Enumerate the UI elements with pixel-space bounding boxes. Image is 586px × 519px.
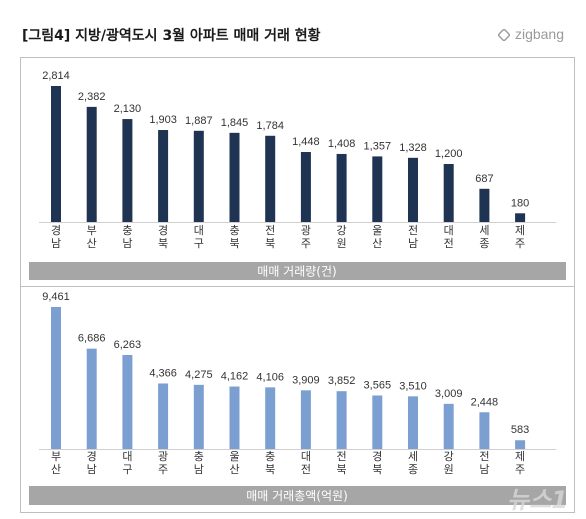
volume-bar-4 [193, 130, 204, 222]
amount-value-label-10: 3,510 [399, 380, 427, 392]
amount-bar-6 [265, 387, 276, 449]
amount-value-label-4: 4,275 [185, 369, 213, 381]
volume-bar-7 [300, 152, 311, 222]
amount-bar-8 [336, 391, 347, 449]
amount-value-label-9: 3,565 [364, 379, 392, 391]
amount-value-label-8: 3,852 [328, 375, 356, 387]
amount-value-label-1: 6,686 [78, 333, 106, 345]
volume-value-label-5: 1,845 [221, 117, 249, 129]
amount-axis-label-band [29, 486, 566, 505]
amount-value-label-5: 4,162 [221, 371, 249, 383]
volume-bar-3 [158, 130, 169, 222]
amount-value-label-11: 3,009 [435, 388, 463, 400]
amount-bar-9 [372, 395, 383, 449]
amount-bar-1 [86, 348, 97, 449]
volume-bar-0 [51, 86, 61, 222]
volume-bar-2 [122, 119, 133, 222]
volume-value-label-7: 1,448 [292, 136, 320, 148]
volume-bar-6 [265, 135, 276, 222]
volume-value-label-4: 1,887 [185, 115, 213, 127]
zigbang-logo-icon [497, 28, 511, 43]
news1-watermark: 뉴스1 [507, 486, 568, 514]
volume-value-label-3: 1,903 [149, 114, 177, 126]
volume-value-label-11: 1,200 [435, 148, 463, 160]
amount-value-label-3: 4,366 [149, 367, 177, 379]
amount-bar-7 [300, 390, 311, 449]
volume-bar-13 [515, 213, 526, 222]
volume-bar-1 [86, 106, 97, 222]
amount-value-label-12: 2,448 [471, 396, 499, 408]
amount-value-label-2: 6,263 [114, 339, 142, 351]
transaction-volume-panel: 2,814 경 남 2,382 부 산 2,130 충 남 1,903 경 북 1,887 대 구 1,845… [20, 57, 575, 287]
amount-value-label-6: 4,106 [256, 371, 284, 383]
volume-value-label-9: 1,357 [364, 140, 392, 152]
volume-value-label-6: 1,784 [256, 120, 284, 132]
amount-bar-2 [122, 354, 133, 449]
amount-value-label-13: 583 [511, 424, 529, 436]
volume-bar-5 [229, 132, 240, 222]
chart-title: [그림4] 지방/광역도시 3월 아파트 매매 거래 현황 [22, 28, 321, 44]
amount-bar-10 [408, 396, 418, 449]
volume-value-label-13: 180 [511, 197, 529, 209]
amount-bar-5 [229, 386, 240, 449]
amount-bar-12 [479, 412, 490, 449]
volume-value-label-0: 2,814 [42, 70, 70, 82]
amount-bar-3 [158, 383, 169, 449]
amount-axis-label: 매매 거래총액(억원) [246, 489, 348, 503]
volume-bar-11 [443, 164, 454, 222]
amount-bar-4 [193, 384, 204, 449]
volume-bar-10 [408, 157, 418, 222]
volume-axis-label-band [29, 262, 566, 280]
amount-value-label-7: 3,909 [292, 374, 320, 386]
amount-bar-13 [515, 440, 526, 449]
volume-value-label-2: 2,130 [114, 103, 142, 115]
volume-bar-9 [372, 156, 383, 222]
zigbang-logo: zigbang [497, 26, 564, 43]
volume-value-label-8: 1,408 [328, 138, 356, 150]
transaction-amount-chart: 9,461 부 산 6,686 경 남 6,263 대 구 4,366 광 주 4,275 충 남 4,162… [29, 291, 566, 505]
volume-bar-12 [479, 188, 490, 222]
logo-text: zigbang [514, 26, 564, 42]
amount-value-label-0: 9,461 [42, 291, 70, 303]
volume-value-label-10: 1,328 [399, 142, 427, 154]
transaction-amount-panel: 9,461 부 산 6,686 경 남 6,263 대 구 4,366 광 주 4,275 충 남 4,162… [20, 286, 575, 513]
amount-bar-0 [51, 307, 61, 449]
volume-bar-8 [336, 153, 347, 222]
transaction-volume-chart: 2,814 경 남 2,382 부 산 2,130 충 남 1,903 경 북 1,887 대 구 1,845… [29, 70, 566, 280]
amount-bar-11 [443, 403, 454, 449]
volume-value-label-12: 687 [475, 173, 493, 185]
volume-axis-label: 매매 거래량(건) [257, 265, 336, 279]
volume-value-label-1: 2,382 [78, 91, 106, 103]
